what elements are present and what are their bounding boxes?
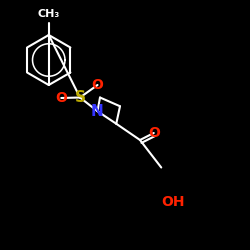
Text: O: O (92, 78, 104, 92)
Text: O: O (55, 91, 67, 105)
Text: S: S (74, 90, 86, 105)
Text: O: O (148, 126, 160, 140)
Text: CH₃: CH₃ (38, 9, 60, 19)
Text: N: N (91, 104, 104, 119)
Text: OH: OH (161, 196, 184, 209)
